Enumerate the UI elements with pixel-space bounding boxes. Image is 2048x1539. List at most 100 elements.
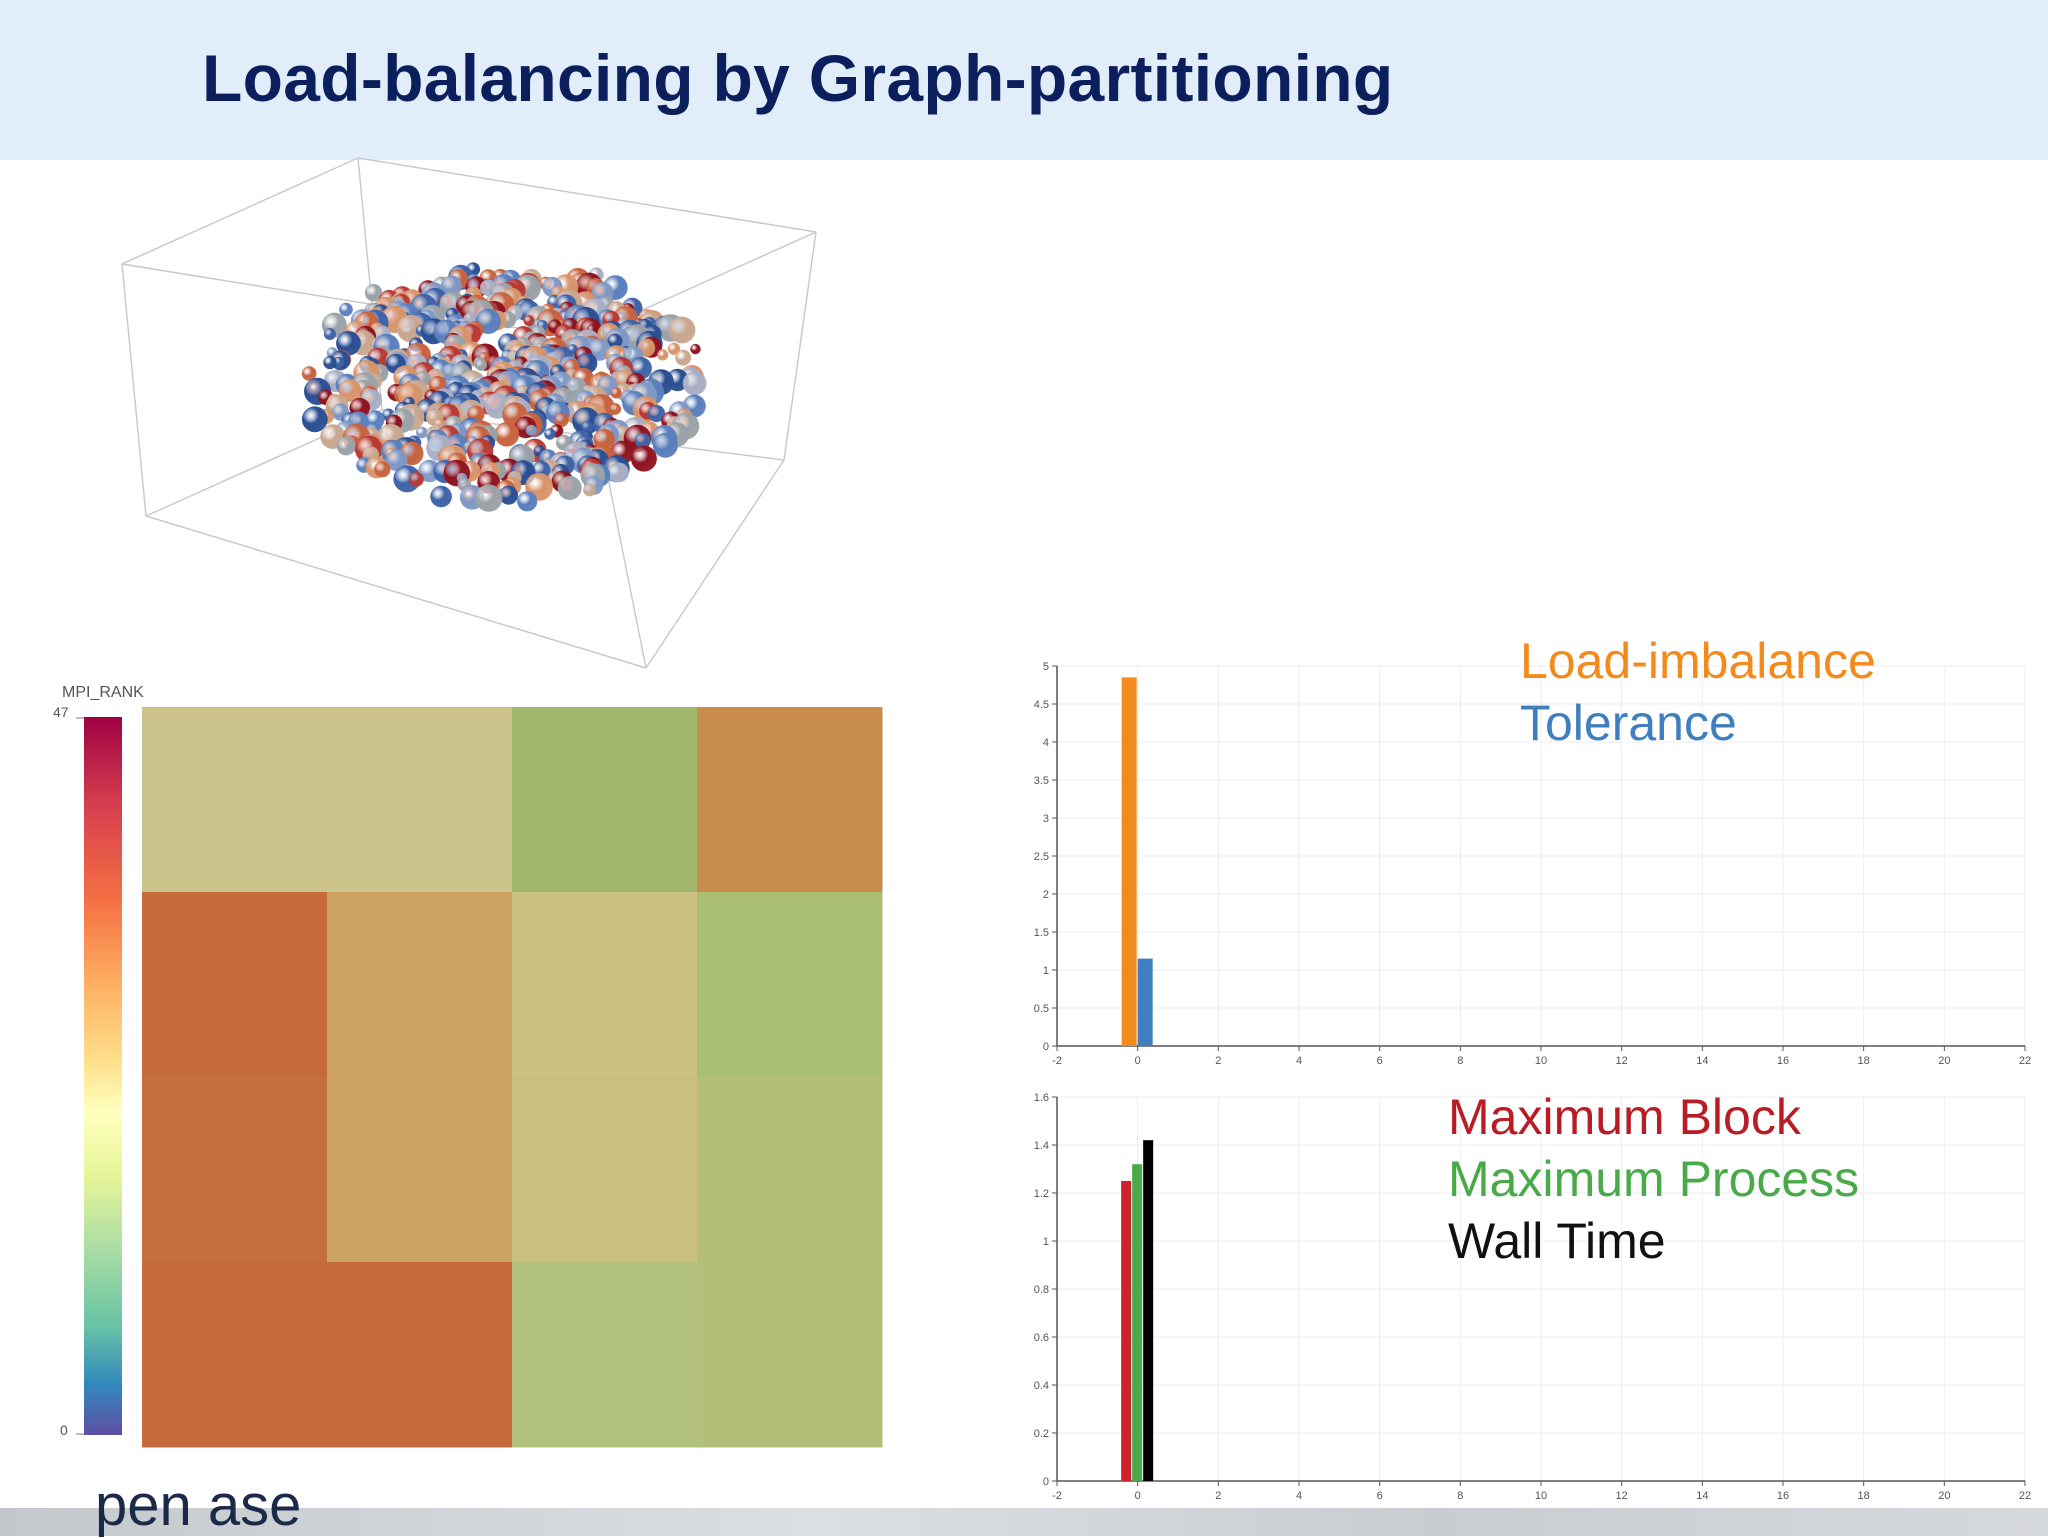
title-bar [0, 0, 2048, 160]
particle [572, 407, 600, 435]
box-edge [121, 263, 147, 517]
x-tick-label: 20 [1938, 1055, 1950, 1067]
x-tick-label: 10 [1535, 1490, 1547, 1502]
slide-title: Load-balancing by Graph-partitioning [202, 41, 1394, 115]
y-tick-label: 4.5 [1034, 699, 1049, 711]
particle [517, 491, 538, 512]
y-tick-label: 0.8 [1034, 1284, 1049, 1296]
x-tick-label: 18 [1858, 1490, 1870, 1502]
particle [338, 379, 362, 402]
y-tick-label: 3 [1043, 813, 1049, 825]
particle [667, 342, 681, 355]
particle [588, 338, 611, 361]
heatmap-cell [697, 707, 883, 893]
particle [416, 426, 428, 439]
particle [475, 484, 503, 512]
y-tick-label: 0 [1043, 1476, 1049, 1488]
x-tick-label: 14 [1696, 1490, 1708, 1502]
particle [557, 476, 582, 500]
y-tick-label: 5 [1043, 661, 1049, 673]
x-tick-label: 8 [1457, 1490, 1463, 1502]
y-tick-label: 1 [1043, 965, 1049, 977]
heatmap-cell [697, 892, 883, 1078]
heatmap-cell [512, 892, 698, 1078]
particle [386, 449, 408, 472]
x-tick-label: 2 [1215, 1490, 1221, 1502]
legend-item-wall-time: Wall Time [1448, 1213, 1666, 1269]
y-tick-label: 1.6 [1034, 1092, 1049, 1104]
box-edge [145, 515, 647, 669]
chart2-bar-wall-time [1143, 1140, 1154, 1481]
box-edge [783, 231, 817, 461]
x-tick-label: 16 [1777, 1490, 1789, 1502]
colorbar [84, 717, 122, 1435]
particle [630, 445, 657, 472]
x-tick-label: 22 [2019, 1490, 2031, 1502]
legend-item-maximum-block: Maximum Block [1448, 1089, 1801, 1145]
colorbar-title: MPI_RANK [62, 684, 144, 701]
y-tick-label: 0.6 [1034, 1332, 1049, 1344]
particle [583, 483, 596, 497]
particle [652, 432, 678, 458]
heatmap-cell [142, 1262, 328, 1448]
x-tick-label: 4 [1296, 1490, 1302, 1502]
particle [301, 406, 328, 433]
y-tick-label: 2 [1043, 889, 1049, 901]
y-tick-label: 3.5 [1034, 775, 1049, 787]
y-tick-label: 4 [1043, 737, 1049, 749]
y-tick-label: 1 [1043, 1236, 1049, 1248]
heatmap-cell [142, 707, 328, 893]
particle [301, 366, 317, 381]
y-tick-label: 0 [1043, 1041, 1049, 1053]
heatmap-cell [697, 1077, 883, 1263]
y-tick-label: 0.4 [1034, 1380, 1049, 1392]
y-tick-label: 0.5 [1034, 1003, 1049, 1015]
y-tick-label: 1.5 [1034, 927, 1049, 939]
footer-logo-text: pen ase [95, 1473, 302, 1538]
x-tick-label: 2 [1215, 1055, 1221, 1067]
particle [430, 485, 452, 508]
particle [475, 359, 487, 371]
colorbar-max-label: 47 [53, 704, 69, 720]
heatmap-cell [142, 1077, 328, 1263]
heatmap-cell [512, 1077, 698, 1263]
chart1-bar-tolerance [1137, 958, 1153, 1046]
particle [409, 472, 424, 487]
heatmap-cell [512, 1262, 698, 1448]
x-tick-label: 20 [1938, 1490, 1950, 1502]
legend-item-load-imbalance: Load-imbalance [1520, 633, 1876, 689]
particle [339, 302, 353, 317]
y-tick-label: 1.2 [1034, 1188, 1049, 1200]
particle [374, 461, 391, 478]
x-tick-label: 6 [1377, 1490, 1383, 1502]
chart2-bar-maximum-process [1132, 1164, 1143, 1481]
particle [606, 463, 626, 483]
heatmap-cell [327, 707, 513, 893]
particle [499, 485, 519, 505]
x-tick-label: 0 [1135, 1490, 1141, 1502]
heatmap-cell [142, 892, 328, 1078]
x-tick-label: 12 [1616, 1055, 1628, 1067]
particle [607, 333, 623, 349]
x-tick-label: 8 [1457, 1055, 1463, 1067]
footer-band [0, 1508, 2048, 1536]
particle [525, 424, 537, 436]
box-edge [357, 157, 817, 233]
particle [668, 316, 696, 344]
legend-bottom: Maximum Block Maximum Process Wall Time [1448, 1086, 1859, 1272]
particle [323, 355, 337, 370]
legend-item-tolerance: Tolerance [1520, 695, 1737, 751]
chart1-bar-load-imbalance [1121, 677, 1137, 1046]
particle [593, 428, 615, 451]
particle [675, 349, 692, 366]
particle [610, 387, 622, 399]
particle [544, 428, 556, 440]
heatmap-cell [327, 1262, 513, 1448]
particle [634, 432, 651, 449]
box-edge [121, 157, 359, 265]
box-edge [645, 459, 785, 669]
